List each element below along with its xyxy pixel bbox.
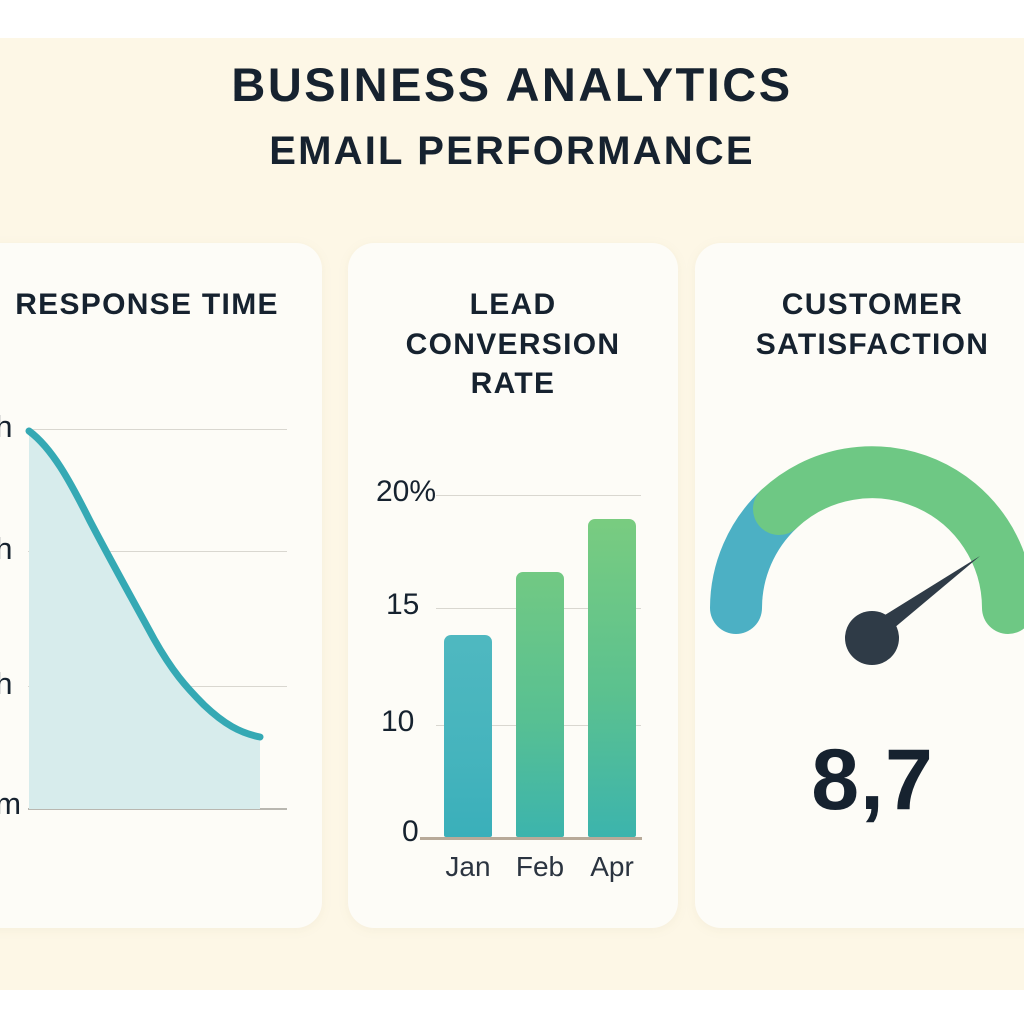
panel-title-customer-satisfaction: CUSTOMER SATISFACTION [695,285,1024,364]
panel-title-lead-conversion-rate: LEAD CONVERSION RATE [348,285,678,404]
gridline-20pct [436,495,641,496]
gauge-needle-hub [845,611,899,665]
panel-title-line-2: SATISFACTION [755,327,990,361]
bar-label-jan: Jan [445,851,491,882]
customer-satisfaction-gauge[interactable]: 8,7 [695,243,1024,928]
panel-title-line-1: CUSTOMER [781,288,964,321]
panel-customer-satisfaction[interactable]: CUSTOMER SATISFACTION 8,7 [695,243,1024,928]
panel-lead-conversion-rate[interactable]: LEAD CONVERSION RATE 20% 15 10 0 Jan Feb… [348,243,678,928]
panel-response-time[interactable]: RESPONSE TIME 5h 4h 2h 5m [0,243,322,928]
gauge-segment-high [753,446,1024,634]
y-axis-label-0: 5h [0,409,13,444]
bar-jan[interactable] [444,635,492,837]
y-axis-label-1: 15 [386,588,420,621]
area-line [25,427,264,741]
panel-title-response-time: RESPONSE TIME [15,288,279,321]
dashboard-header: BUSINESS ANALYTICS EMAIL PERFORMANCE [0,58,1024,173]
response-time-plot [25,427,264,809]
bar-feb[interactable] [516,572,564,837]
y-axis-label-3: 0 [402,815,419,848]
y-axis-label-3: 5m [0,786,22,821]
response-time-area-chart[interactable]: 5h 4h 2h 5m [0,243,322,928]
axis-baseline [420,837,642,840]
panel-title-line-3: RATE [470,367,556,401]
lead-conversion-bar-chart[interactable]: 20% 15 10 0 Jan Feb Apr [348,243,678,928]
gauge-value-label: 8,7 [811,732,934,828]
y-axis-label-1: 4h [0,531,13,566]
bar-apr[interactable] [588,519,636,837]
y-axis-label-2: 10 [381,705,415,738]
gauge-svg [710,446,1024,665]
y-axis-label-2: 2h [0,666,13,701]
area-fill [29,431,260,809]
page-title: BUSINESS ANALYTICS [231,58,793,111]
gridline-5h [28,429,287,430]
panel-title-line-2: CONVERSION [405,327,621,361]
panel-title-line-1: LEAD [469,288,557,321]
bar-label-apr: Apr [590,851,634,882]
gauge-needle [865,556,980,644]
gridline-4h [28,551,287,552]
y-axis-label-0: 20% [376,475,437,508]
bar-label-feb: Feb [515,851,565,882]
page-subtitle: EMAIL PERFORMANCE [269,128,755,173]
